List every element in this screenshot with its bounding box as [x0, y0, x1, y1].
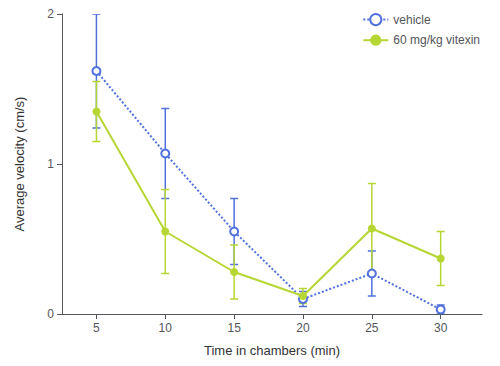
svg-text:15: 15 — [227, 321, 241, 335]
svg-text:Average velocity (cm/s): Average velocity (cm/s) — [12, 97, 27, 232]
svg-text:vehicle: vehicle — [393, 13, 431, 27]
svg-text:1: 1 — [47, 157, 54, 171]
svg-text:5: 5 — [93, 321, 100, 335]
svg-text:20: 20 — [296, 321, 310, 335]
svg-text:0: 0 — [47, 307, 54, 321]
svg-text:30: 30 — [434, 321, 448, 335]
svg-text:Time in chambers (min): Time in chambers (min) — [204, 343, 340, 358]
svg-text:60 mg/kg vitexin: 60 mg/kg vitexin — [393, 33, 480, 47]
svg-text:25: 25 — [365, 321, 379, 335]
svg-text:10: 10 — [159, 321, 173, 335]
svg-text:2: 2 — [47, 7, 54, 21]
